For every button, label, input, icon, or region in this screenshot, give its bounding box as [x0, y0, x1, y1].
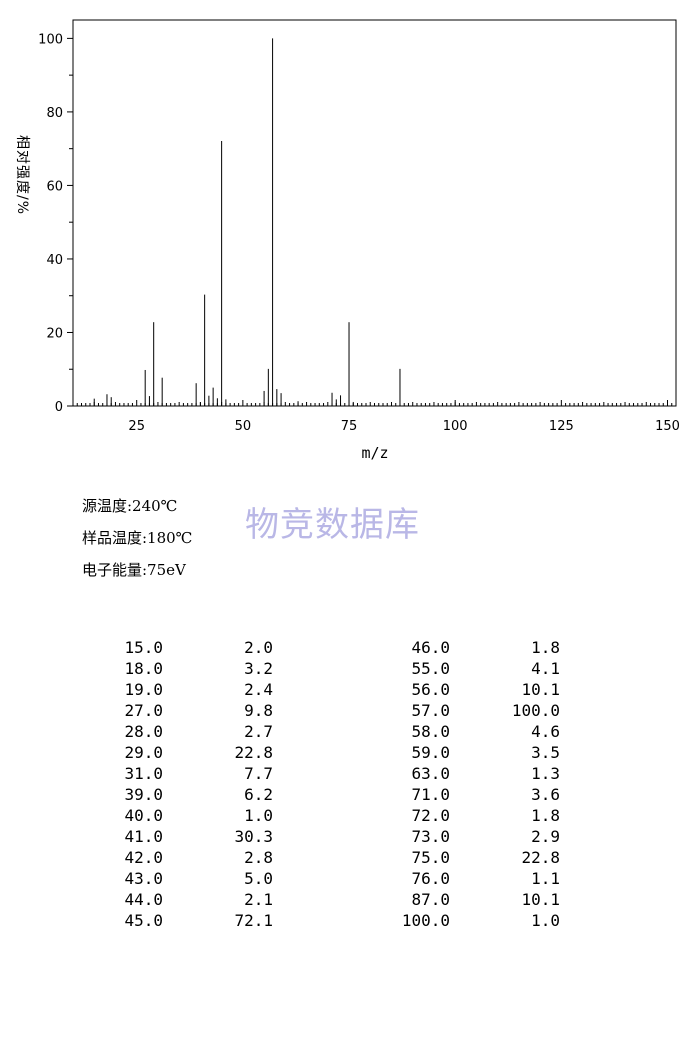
mz-value: 55.0 [411, 659, 450, 678]
abundance-value: 2.7 [244, 722, 273, 741]
abundance-value: 3.6 [531, 785, 560, 804]
abundance-value: 72.1 [234, 911, 273, 930]
x-tick-label: 25 [128, 419, 145, 434]
abundance-value: 22.8 [234, 743, 273, 762]
abundance-value: 10.1 [521, 680, 560, 699]
mz-value: 45.0 [124, 911, 163, 930]
abundance-value: 30.3 [234, 827, 273, 846]
abundance-value: 2.8 [244, 848, 273, 867]
abundance-value: 9.8 [244, 701, 273, 720]
abundance-value: 2.9 [531, 827, 560, 846]
y-tick-label: 40 [46, 253, 63, 268]
y-tick-label: 100 [38, 32, 63, 47]
abundance-value: 5.0 [244, 869, 273, 888]
electron-energy: 电子能量:75eV [82, 561, 186, 579]
mz-value: 87.0 [411, 890, 450, 909]
x-tick-label: 150 [655, 419, 680, 434]
abundance-value: 7.7 [244, 764, 273, 783]
abundance-value: 2.0 [244, 638, 273, 657]
abundance-value: 4.1 [531, 659, 560, 678]
mz-value: 58.0 [411, 722, 450, 741]
mz-value: 59.0 [411, 743, 450, 762]
abundance-value: 4.6 [531, 722, 560, 741]
mz-value: 28.0 [124, 722, 163, 741]
mz-value: 42.0 [124, 848, 163, 867]
watermark: 物竞数据库 [245, 505, 420, 545]
abundance-value: 1.1 [531, 869, 560, 888]
source-temperature: 源温度:240℃ [82, 497, 178, 515]
mz-value: 75.0 [411, 848, 450, 867]
mz-value: 15.0 [124, 638, 163, 657]
y-tick-label: 0 [55, 400, 63, 415]
peak-bars [93, 38, 456, 406]
x-axis-label: m/z [361, 444, 388, 462]
abundance-value: 1.0 [531, 911, 560, 930]
y-tick-label: 60 [46, 179, 63, 194]
abundance-value: 10.1 [521, 890, 560, 909]
abundance-value: 2.4 [244, 680, 273, 699]
abundance-value: 22.8 [521, 848, 560, 867]
mz-value: 40.0 [124, 806, 163, 825]
x-tick-label: 50 [235, 419, 252, 434]
x-tick-label: 100 [443, 419, 468, 434]
mz-value: 71.0 [411, 785, 450, 804]
mz-value: 18.0 [124, 659, 163, 678]
abundance-value: 1.0 [244, 806, 273, 825]
abundance-value: 100.0 [511, 701, 560, 720]
x-tick-label: 125 [549, 419, 574, 434]
mz-value: 29.0 [124, 743, 163, 762]
y-tick-label: 80 [46, 106, 63, 121]
mz-value: 56.0 [411, 680, 450, 699]
y-axis-label: 相对强度/% [14, 135, 30, 215]
mz-value: 39.0 [124, 785, 163, 804]
mz-value: 73.0 [411, 827, 450, 846]
mz-value: 19.0 [124, 680, 163, 699]
mz-value: 76.0 [411, 869, 450, 888]
sample-temperature: 样品温度:180℃ [82, 529, 193, 547]
abundance-value: 2.1 [244, 890, 273, 909]
x-tick-label: 75 [341, 419, 358, 434]
y-tick-label: 20 [46, 326, 63, 341]
plot-frame [72, 19, 677, 407]
mz-value: 44.0 [124, 890, 163, 909]
mz-value: 72.0 [411, 806, 450, 825]
mz-value: 63.0 [411, 764, 450, 783]
tick-labels: 25 50 75 100 125 150 0 20 40 60 80 100 [38, 32, 680, 434]
mz-value: 100.0 [401, 911, 450, 930]
mz-value: 57.0 [411, 701, 450, 720]
axis-ticks [67, 37, 673, 407]
abundance-value: 1.8 [531, 806, 560, 825]
mz-value: 41.0 [124, 827, 163, 846]
abundance-value: 1.3 [531, 764, 560, 783]
mz-value: 46.0 [411, 638, 450, 657]
abundance-value: 3.5 [531, 743, 560, 762]
mz-value: 43.0 [124, 869, 163, 888]
mz-value: 27.0 [124, 701, 163, 720]
mz-value: 31.0 [124, 764, 163, 783]
abundance-value: 3.2 [244, 659, 273, 678]
abundance-value: 6.2 [244, 785, 273, 804]
abundance-value: 1.8 [531, 638, 560, 657]
mass-spectrum-chart: 25 50 75 100 125 150 0 20 40 60 80 100 m/z 相对强度/% [14, 19, 680, 462]
